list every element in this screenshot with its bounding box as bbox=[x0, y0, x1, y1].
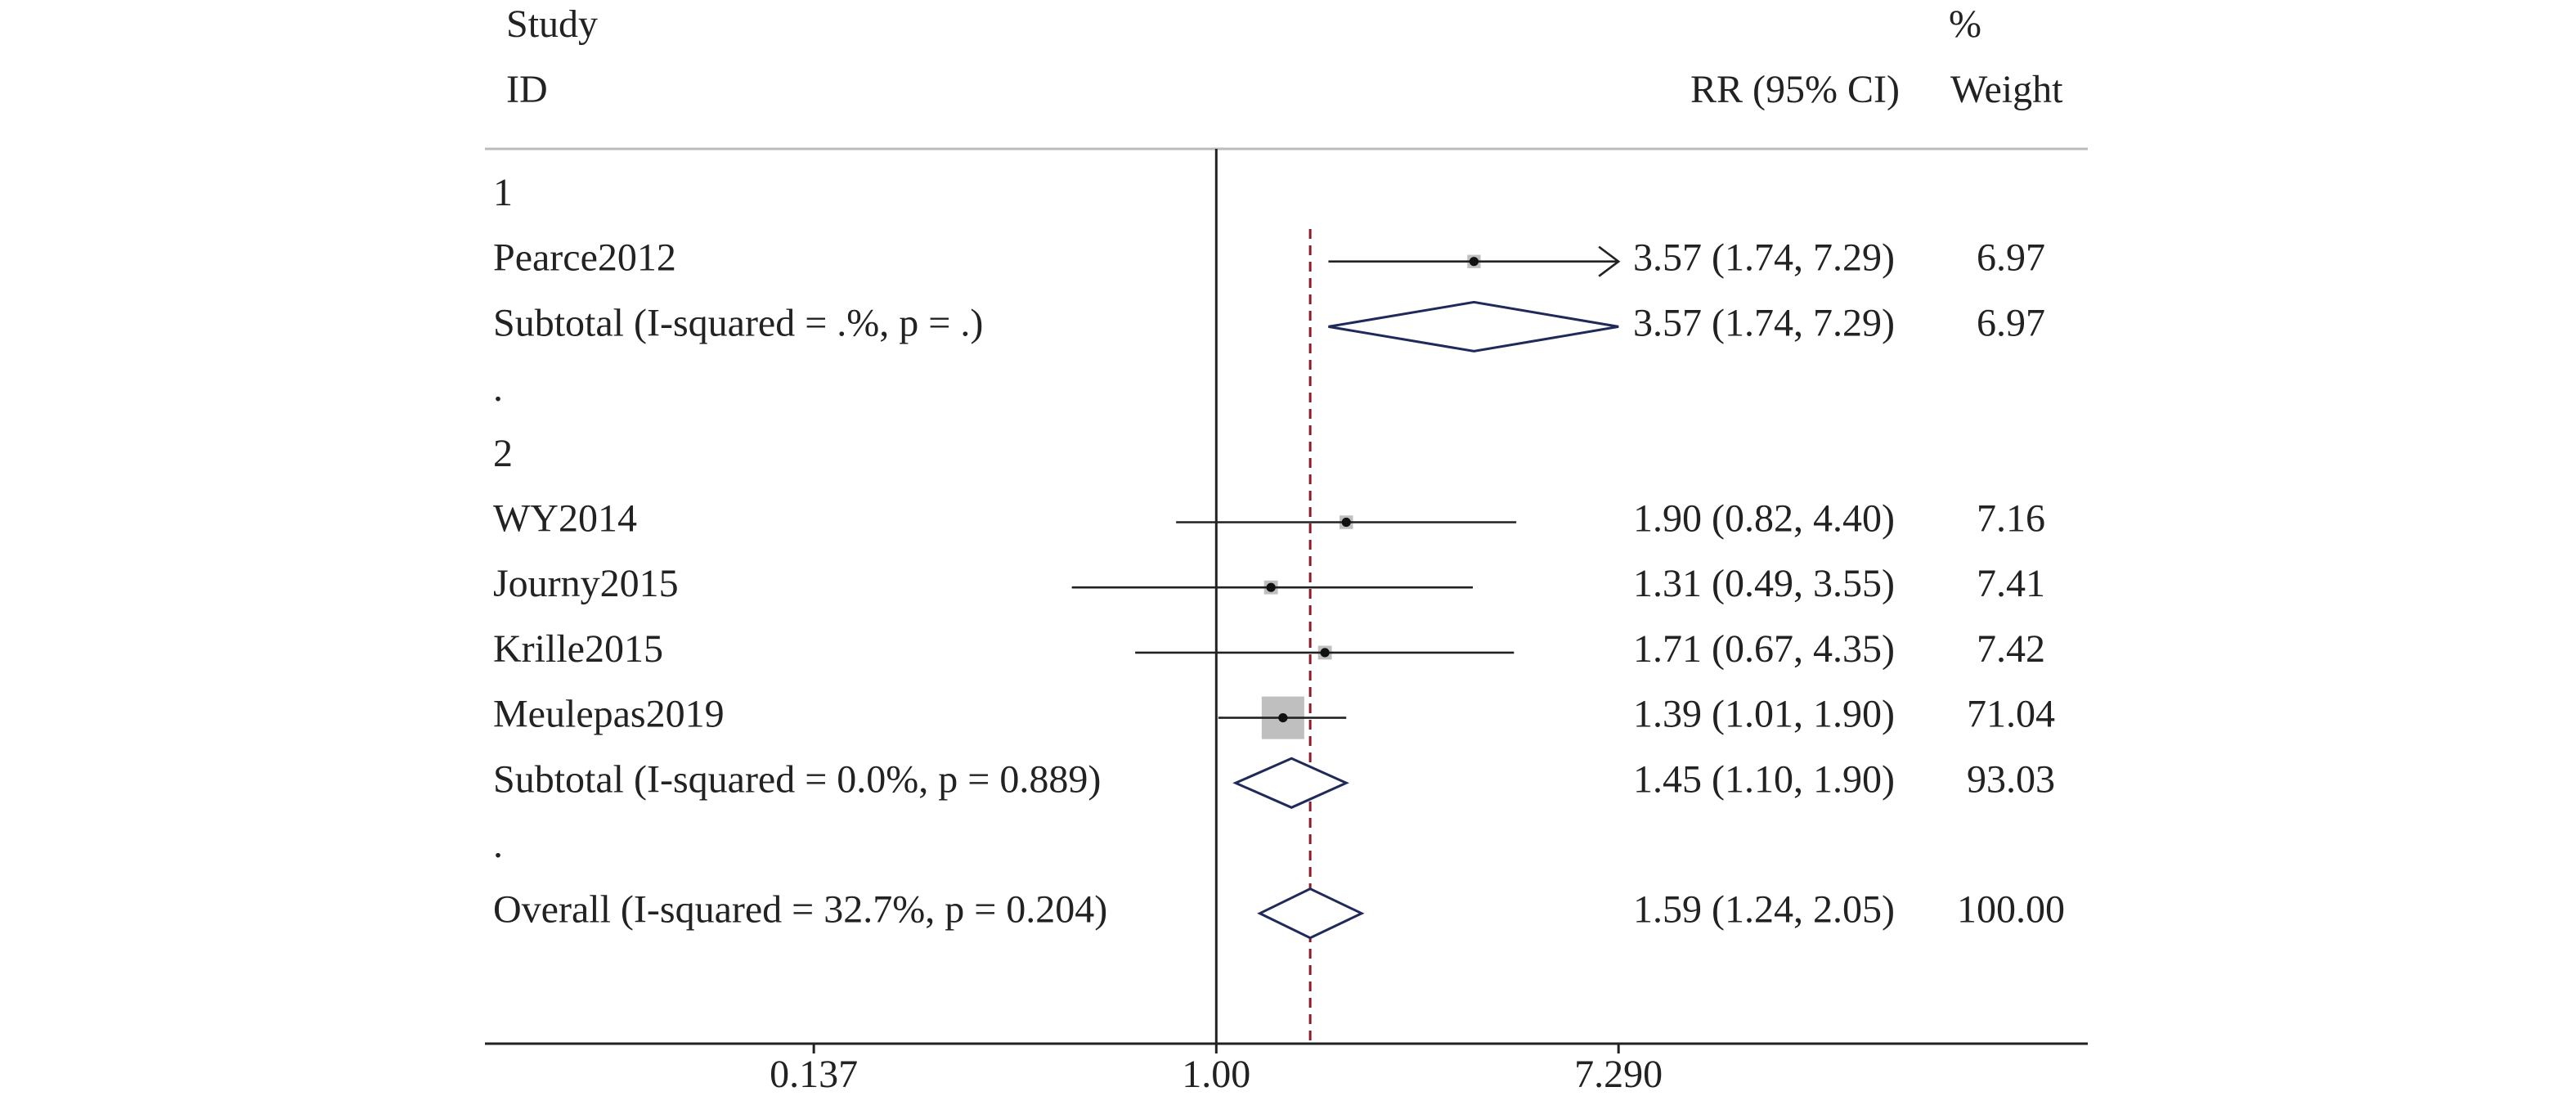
header-pct: % bbox=[1949, 2, 1981, 46]
ci-label: 1.71 (0.67, 4.35) bbox=[1633, 627, 1895, 671]
estimate-point bbox=[1469, 257, 1479, 267]
subtotal-label: Subtotal (I-squared = 0.0%, p = 0.889) bbox=[493, 757, 1101, 801]
header-study: Study bbox=[506, 2, 598, 46]
study-label: Krille2015 bbox=[493, 627, 663, 671]
separator: . bbox=[493, 823, 503, 866]
weight-label: 7.42 bbox=[1977, 627, 2045, 671]
weight-label: 71.04 bbox=[1967, 693, 2055, 736]
header-id: ID bbox=[506, 68, 548, 111]
group-label: 1 bbox=[493, 171, 513, 214]
overall-label: Overall (I-squared = 32.7%, p = 0.204) bbox=[493, 888, 1107, 932]
estimate-point bbox=[1341, 517, 1351, 528]
study-label: Journy2015 bbox=[493, 562, 679, 605]
x-tick-label: 7.290 bbox=[1574, 1053, 1663, 1096]
weight-label: 6.97 bbox=[1977, 236, 2045, 280]
weight-label: 100.00 bbox=[1957, 888, 2065, 932]
weight-label: 7.16 bbox=[1977, 497, 2045, 541]
weight-label: 6.97 bbox=[1977, 301, 2045, 344]
header-weight: Weight bbox=[1950, 68, 2063, 111]
ci-label: 3.57 (1.74, 7.29) bbox=[1633, 301, 1895, 344]
estimate-point bbox=[1266, 582, 1276, 592]
study-label: Meulepas2019 bbox=[493, 693, 725, 736]
weight-label: 7.41 bbox=[1977, 562, 2045, 605]
ci-label: 1.90 (0.82, 4.40) bbox=[1633, 497, 1895, 541]
estimate-point bbox=[1320, 648, 1330, 658]
ci-label: 1.59 (1.24, 2.05) bbox=[1633, 888, 1895, 932]
study-label: Pearce2012 bbox=[493, 236, 676, 280]
group-label: 2 bbox=[493, 432, 513, 475]
study-label: WY2014 bbox=[493, 497, 637, 541]
estimate-point bbox=[1278, 713, 1288, 723]
ci-label: 1.45 (1.10, 1.90) bbox=[1633, 757, 1895, 801]
subtotal-label: Subtotal (I-squared = .%, p = .) bbox=[493, 301, 983, 344]
separator: . bbox=[493, 366, 503, 410]
diamond bbox=[1328, 300, 1619, 353]
diamond bbox=[1232, 757, 1349, 809]
diamond bbox=[1257, 887, 1365, 940]
ci-label: 1.31 (0.49, 3.55) bbox=[1633, 562, 1895, 605]
x-tick-label: 1.00 bbox=[1182, 1053, 1250, 1096]
x-tick-label: 0.137 bbox=[770, 1053, 858, 1096]
ci-label: 1.39 (1.01, 1.90) bbox=[1633, 693, 1895, 736]
ci-arrow bbox=[1598, 245, 1621, 277]
ci-label: 3.57 (1.74, 7.29) bbox=[1633, 236, 1895, 280]
weight-label: 93.03 bbox=[1967, 757, 2055, 801]
header-ci: RR (95% CI) bbox=[1690, 68, 1900, 111]
